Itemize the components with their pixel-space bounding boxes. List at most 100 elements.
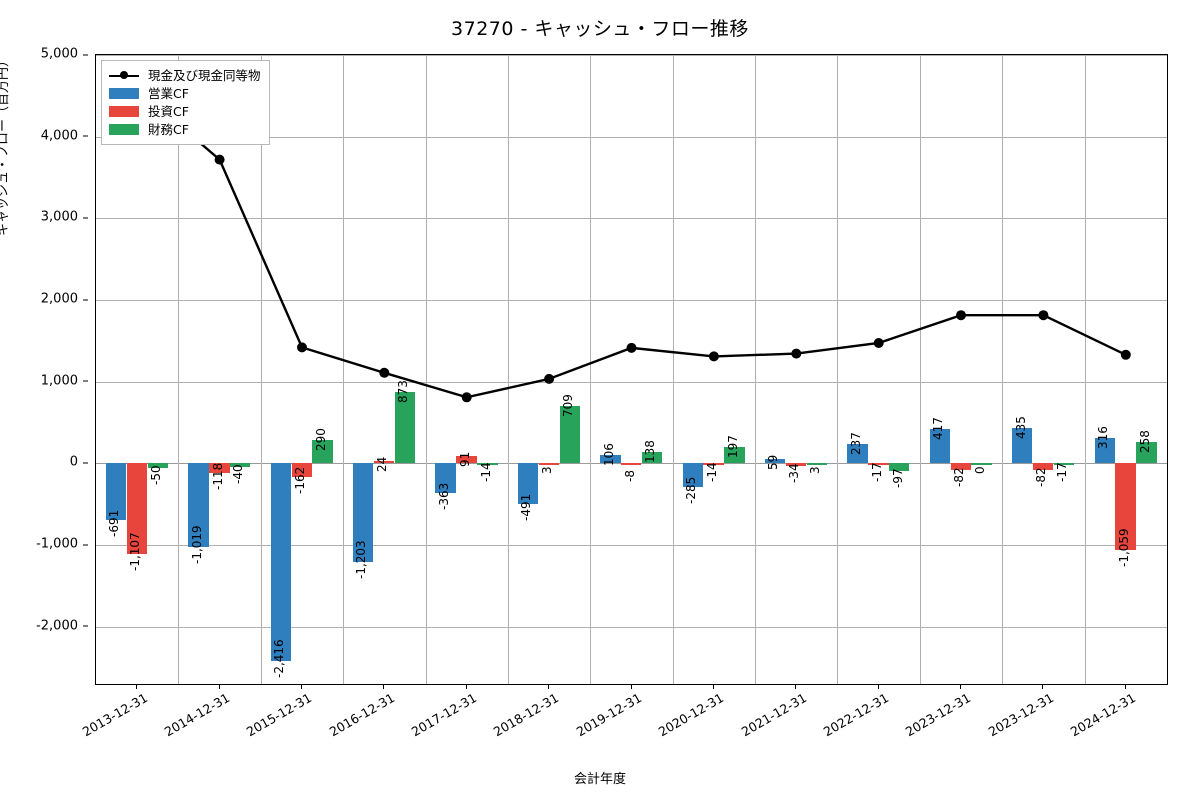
x-tick-label: 2014-12-31 <box>161 690 233 740</box>
gridline-vertical <box>178 55 180 684</box>
cash-line-marker[interactable] <box>708 351 719 362</box>
bar-icf[interactable] <box>126 463 148 554</box>
bar-ocf[interactable] <box>682 463 703 487</box>
bar-icf[interactable] <box>785 463 807 467</box>
cash-line-marker[interactable] <box>626 342 637 353</box>
bar-icf[interactable] <box>1032 463 1054 471</box>
cash-line-marker[interactable] <box>1120 349 1131 360</box>
legend-item-label: 営業CF <box>148 85 189 101</box>
bar-ocf[interactable] <box>105 463 127 520</box>
legend-item[interactable]: 財務CF <box>109 120 261 138</box>
gridline-horizontal <box>96 626 1167 628</box>
bar-icf[interactable] <box>373 461 395 464</box>
gridline-vertical <box>1002 55 1004 684</box>
legend-marker-dot <box>120 71 128 79</box>
x-tick-mark <box>712 685 714 689</box>
bar-ocf[interactable] <box>353 463 374 562</box>
legend-item[interactable]: 投資CF <box>109 102 261 120</box>
cash-line-marker[interactable] <box>379 367 390 378</box>
bar-ocf[interactable] <box>435 463 456 494</box>
cash-line-marker[interactable] <box>791 348 802 359</box>
gridline-vertical <box>260 55 262 684</box>
x-tick-mark <box>383 685 385 689</box>
bar-ocf[interactable] <box>764 458 786 464</box>
bar-fcf[interactable] <box>477 463 498 465</box>
bar-ocf[interactable] <box>188 463 209 547</box>
y-tick-label: 5,000 <box>41 47 88 62</box>
bar-fcf[interactable] <box>312 439 333 464</box>
x-tick-mark <box>960 685 962 689</box>
bar-fcf[interactable] <box>394 392 416 464</box>
gridline-vertical <box>343 55 345 684</box>
cash-line-marker[interactable] <box>214 154 225 165</box>
y-tick-label: 3,000 <box>41 210 88 225</box>
x-tick-label: 2020-12-31 <box>655 690 727 740</box>
bar-fcf[interactable] <box>724 447 745 464</box>
bar-icf[interactable] <box>538 463 560 465</box>
x-tick-mark <box>136 685 138 689</box>
x-tick-label: 2022-12-31 <box>820 690 892 740</box>
y-tick-mark <box>83 625 88 627</box>
y-axis-ticks: 5,000 4,000 3,000 2,000 1,000 0 -1,000 -2,000 <box>0 47 88 685</box>
gridline-horizontal <box>96 381 1167 383</box>
x-tick-label: 2019-12-31 <box>573 690 644 740</box>
x-tick-label: 2015-12-31 <box>244 690 315 740</box>
cash-line-marker[interactable] <box>956 310 966 321</box>
gridline-horizontal <box>96 136 1167 138</box>
plot-area: -691 -1,019 -2,416 -1,203 -363 -491 106 -285 59 2… <box>95 54 1168 685</box>
x-tick-mark <box>300 685 302 689</box>
bar-fcf[interactable] <box>889 463 910 472</box>
cash-line-layer <box>96 55 1167 684</box>
bar-ocf[interactable] <box>517 463 539 504</box>
cash-line-marker[interactable] <box>297 342 307 353</box>
bar-icf[interactable] <box>621 463 642 465</box>
bar-icf[interactable] <box>1115 463 1136 550</box>
chart-legend[interactable]: 現金及び現金同等物 営業CF 投資CF 財務CF <box>101 60 270 145</box>
cash-line-marker[interactable] <box>461 392 472 403</box>
bar-ocf[interactable] <box>1094 437 1115 464</box>
bar-fcf[interactable] <box>641 452 663 464</box>
y-axis-label: キャッシュ・フロー（百万円） <box>0 54 11 237</box>
y-tick-mark <box>83 54 88 55</box>
cash-line-marker[interactable] <box>1038 310 1049 321</box>
bar-fcf[interactable] <box>147 463 168 468</box>
gridline-horizontal <box>96 55 1167 56</box>
bar-icf[interactable] <box>703 463 724 465</box>
bar-fcf[interactable] <box>971 463 992 465</box>
x-tick-label: 2023-12-31 <box>985 690 1056 740</box>
bar-ocf[interactable] <box>847 444 868 464</box>
bar-icf[interactable] <box>456 456 477 464</box>
bar-icf[interactable] <box>868 463 889 465</box>
legend-item-label: 財務CF <box>148 121 189 137</box>
cash-line-marker[interactable] <box>873 338 884 348</box>
x-tick-mark <box>1124 685 1126 689</box>
cash-line-marker[interactable] <box>544 373 555 384</box>
y-tick-mark <box>83 544 88 546</box>
bars-layer: -691 -1,019 -2,416 -1,203 -363 -491 106 -285 59 2… <box>96 55 1167 684</box>
bar-fcf[interactable] <box>1136 442 1157 464</box>
bar-ocf[interactable] <box>1012 427 1033 464</box>
bar-icf[interactable] <box>209 463 230 474</box>
bar-fcf[interactable] <box>806 463 828 465</box>
bar-ocf[interactable] <box>929 429 951 464</box>
y-tick-mark <box>83 299 88 301</box>
gridline-vertical <box>755 55 757 684</box>
bar-fcf[interactable] <box>230 463 251 467</box>
bar-icf[interactable] <box>291 463 312 477</box>
legend-item[interactable]: 営業CF <box>109 84 261 102</box>
bar-icf[interactable] <box>950 463 971 471</box>
bar-ocf[interactable] <box>600 454 621 464</box>
x-tick-mark <box>465 685 467 689</box>
gridline-vertical <box>672 55 674 684</box>
bar-ocf[interactable] <box>270 463 291 661</box>
y-tick-label: 0 <box>70 455 88 470</box>
bar-fcf[interactable] <box>559 405 580 464</box>
x-tick-label: 2024-12-31 <box>1067 690 1139 740</box>
bar-fcf[interactable] <box>1053 463 1075 465</box>
x-tick-mark <box>630 685 632 689</box>
y-tick-label: 2,000 <box>41 292 88 307</box>
gridline-vertical <box>837 55 839 684</box>
gridline-horizontal <box>96 218 1167 220</box>
legend-item[interactable]: 現金及び現金同等物 <box>109 66 261 84</box>
